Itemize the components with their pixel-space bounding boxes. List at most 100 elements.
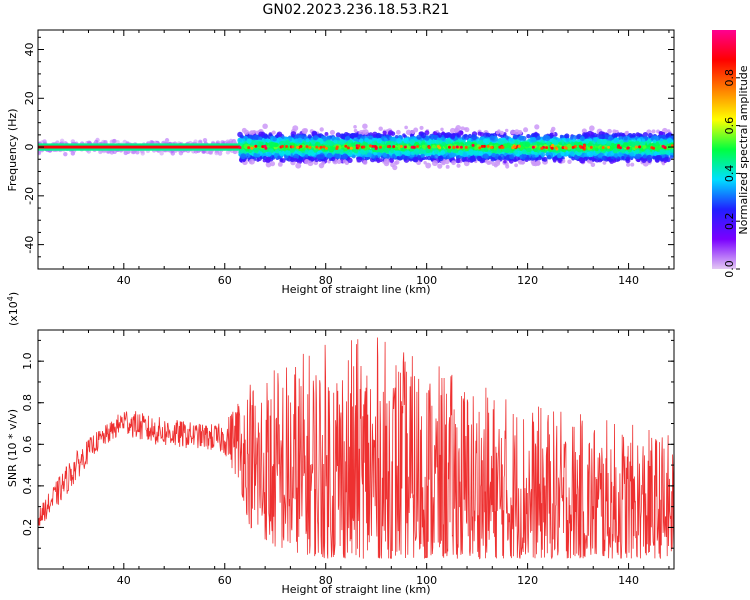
spectrogram-cell bbox=[359, 138, 364, 143]
spectrogram-cell bbox=[659, 138, 664, 142]
spectrogram-cell bbox=[396, 138, 402, 144]
spectrogram-cell bbox=[338, 149, 344, 155]
spectrogram-cell bbox=[569, 151, 575, 157]
spectrogram-cell bbox=[652, 156, 656, 160]
x-tick-label: 100 bbox=[416, 574, 437, 587]
spectrogram-cell bbox=[373, 144, 377, 148]
spectrogram-cell bbox=[646, 154, 653, 161]
x-tick-label: 140 bbox=[618, 574, 639, 587]
spectrogram-cell bbox=[623, 136, 628, 141]
spectrogram-cell bbox=[652, 139, 657, 144]
spectrogram-cell bbox=[313, 135, 319, 141]
spectrogram-cell bbox=[504, 128, 509, 133]
colorbar: 0.00.20.40.60.8 Normalized spectral ampl… bbox=[712, 30, 750, 278]
x-tick-label: 120 bbox=[517, 274, 538, 287]
spectrogram-cell bbox=[334, 152, 340, 159]
spectrogram-x-axis: 40 60 80 100 120 140 bbox=[37, 30, 670, 287]
spectrogram-cell bbox=[265, 157, 271, 163]
spectrogram-cell bbox=[533, 148, 538, 152]
spectrogram-cell bbox=[383, 158, 390, 165]
spectrogram-cell bbox=[239, 134, 244, 139]
spectrogram-cell bbox=[503, 159, 507, 164]
spectrogram-cell bbox=[265, 138, 269, 142]
spectrogram-cell bbox=[202, 137, 208, 143]
spectrogram-cell bbox=[369, 144, 373, 148]
spectrogram-cell bbox=[250, 146, 254, 150]
spectrogram-cell bbox=[252, 130, 257, 134]
spectrogram-cell bbox=[564, 133, 570, 139]
spectrogram-cell bbox=[423, 161, 427, 165]
figure-title: GN02.2023.236.18.53.R21 bbox=[263, 2, 450, 18]
colorbar-tick-label: 0.4 bbox=[723, 165, 736, 183]
spectrogram-cell bbox=[362, 145, 366, 149]
spectrogram-cell bbox=[459, 145, 463, 149]
spectrogram-cell bbox=[63, 151, 68, 157]
spectrogram-cell bbox=[642, 154, 647, 159]
spectrogram-cell bbox=[490, 156, 496, 162]
x-tick-label: 40 bbox=[117, 274, 131, 287]
spectrogram-cell bbox=[316, 154, 322, 160]
spectrogram-cell bbox=[505, 162, 509, 167]
spectrogram-cell bbox=[284, 140, 291, 147]
spectrogram-cell bbox=[330, 156, 336, 162]
spectrogram-cell bbox=[618, 146, 622, 150]
snr-series-line bbox=[38, 337, 674, 560]
spectrogram-cell bbox=[500, 146, 504, 150]
spectrogram-cell bbox=[638, 145, 642, 149]
spectrogram-cell bbox=[456, 163, 461, 168]
spectrogram-cell bbox=[403, 145, 407, 149]
spectrogram-cell bbox=[621, 133, 625, 137]
spectrogram-cell bbox=[455, 157, 461, 164]
spectrogram-cell bbox=[552, 148, 557, 153]
spectrogram-cell bbox=[268, 152, 272, 156]
spectrogram-cell bbox=[617, 152, 623, 157]
spectrogram-cell bbox=[304, 159, 310, 165]
spectrogram-cell bbox=[509, 154, 515, 160]
spectrogram-cell bbox=[289, 157, 295, 163]
spectrogram-cell bbox=[412, 145, 416, 149]
spectrogram-cell bbox=[424, 156, 428, 160]
spectrogram-cell bbox=[634, 145, 638, 149]
spectrogram-cell bbox=[275, 149, 280, 154]
spectrogram-cell bbox=[612, 148, 618, 154]
spectrogram-cell bbox=[278, 150, 282, 155]
spectrogram-cell bbox=[460, 126, 465, 131]
spectrogram-cell bbox=[275, 134, 280, 139]
spectrogram-cell bbox=[435, 139, 441, 145]
spectrogram-cell bbox=[353, 137, 358, 142]
spectrogram-cell bbox=[571, 145, 575, 149]
spectrogram-cell bbox=[607, 145, 611, 149]
spectrogram-cell bbox=[491, 161, 496, 166]
spectrogram-cell bbox=[526, 147, 531, 152]
colorbar-label: Normalized spectral amplitude bbox=[737, 65, 750, 234]
spectrogram-cell bbox=[238, 146, 242, 150]
spectrogram-cell bbox=[304, 154, 309, 158]
spectrogram-cell bbox=[395, 129, 401, 135]
spectrogram-cell bbox=[642, 145, 647, 150]
spectrogram-cell bbox=[269, 161, 276, 167]
spectrogram-cell bbox=[274, 153, 278, 158]
spectrogram-cell bbox=[303, 128, 309, 133]
spectrogram-cell bbox=[498, 139, 504, 145]
spectrogram-cell bbox=[389, 148, 395, 154]
x-tick-label: 80 bbox=[319, 274, 333, 287]
colorbar-tick-label: 0.6 bbox=[723, 117, 736, 135]
spectrogram-cell bbox=[336, 159, 342, 164]
spectrogram-cell bbox=[389, 158, 395, 163]
spectrogram-cell bbox=[431, 139, 436, 144]
spectrogram-cell bbox=[524, 141, 531, 148]
spectrogram-cell bbox=[314, 141, 321, 148]
spectrogram-cell bbox=[661, 134, 666, 139]
spectrogram-band bbox=[38, 123, 674, 171]
spectrogram-cell bbox=[601, 139, 607, 145]
spectrogram-cell bbox=[109, 139, 114, 145]
spectrogram-cell bbox=[263, 144, 267, 148]
spectrogram-cell bbox=[349, 146, 353, 150]
spectrogram-cell bbox=[569, 136, 574, 140]
spectrogram-cell bbox=[315, 145, 319, 149]
spectrogram-cell bbox=[452, 152, 457, 157]
spectrogram-cell bbox=[378, 126, 383, 131]
spectrogram-cell bbox=[549, 132, 554, 137]
spectrogram-cell bbox=[410, 145, 414, 149]
